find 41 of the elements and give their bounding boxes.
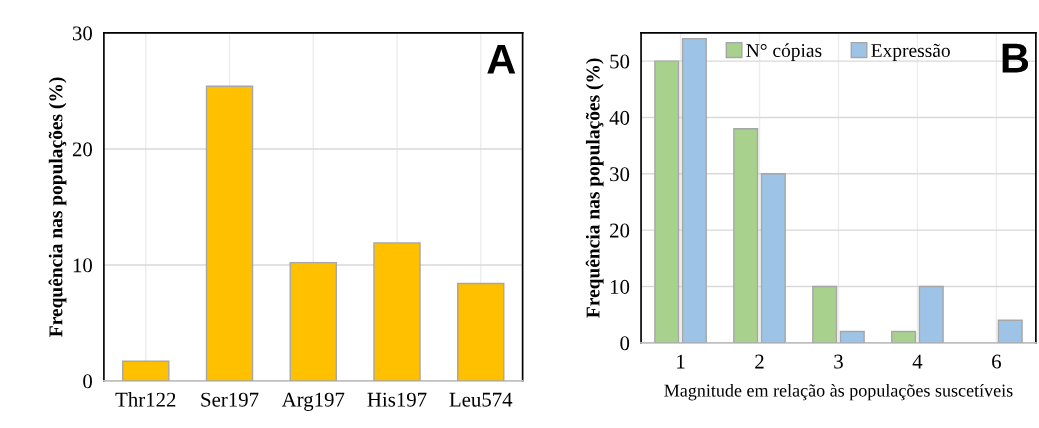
bar (733, 128, 759, 343)
y-tick-label: 20 (72, 142, 92, 157)
bar (373, 242, 421, 381)
x-tick-label: Thr122 (115, 392, 176, 407)
bar (812, 285, 838, 343)
bar (918, 285, 944, 343)
bar (681, 37, 707, 343)
x-tick-label: 4 (912, 354, 923, 369)
x-tick-label: Leu574 (449, 392, 513, 407)
bar (760, 173, 786, 343)
x-tick-label: His197 (367, 392, 427, 407)
y-tick-label: 40 (609, 110, 630, 125)
x-tick-label: 2 (755, 354, 764, 369)
y-tick-label: 50 (610, 54, 630, 69)
annotation: B (1002, 43, 1029, 73)
y-tick-label: 30 (610, 167, 630, 182)
bar (205, 85, 254, 381)
y-tick-label: 0 (83, 374, 92, 389)
y-tick-label: 0 (620, 336, 630, 351)
bar (654, 60, 680, 343)
x-axis-title: Magnitude em relação às populações suscetíveis (664, 383, 1013, 401)
bar (289, 261, 337, 381)
legend-label: N° cópias (746, 43, 822, 62)
annotation: A (487, 44, 516, 74)
x-tick-label: Arg197 (281, 392, 345, 411)
bar (997, 319, 1023, 343)
x-tick-label: 6 (992, 354, 1001, 369)
bar (891, 330, 917, 343)
y-tick-label: 10 (73, 258, 92, 273)
x-tick-label: 1 (677, 354, 685, 369)
y-tick-label: 30 (72, 26, 92, 41)
y-axis-title: Frequência nas populações (%) (585, 58, 604, 318)
legend-label: Expressão (871, 43, 950, 62)
x-tick-label: 3 (834, 354, 843, 369)
bar (457, 282, 505, 381)
x-tick-label: Ser197 (201, 392, 259, 407)
y-tick-label: 20 (610, 223, 630, 238)
bar (122, 360, 170, 381)
y-axis-title: Frequência nas populações (%) (48, 77, 67, 337)
y-tick-label: 10 (610, 279, 630, 294)
bar (839, 330, 865, 343)
